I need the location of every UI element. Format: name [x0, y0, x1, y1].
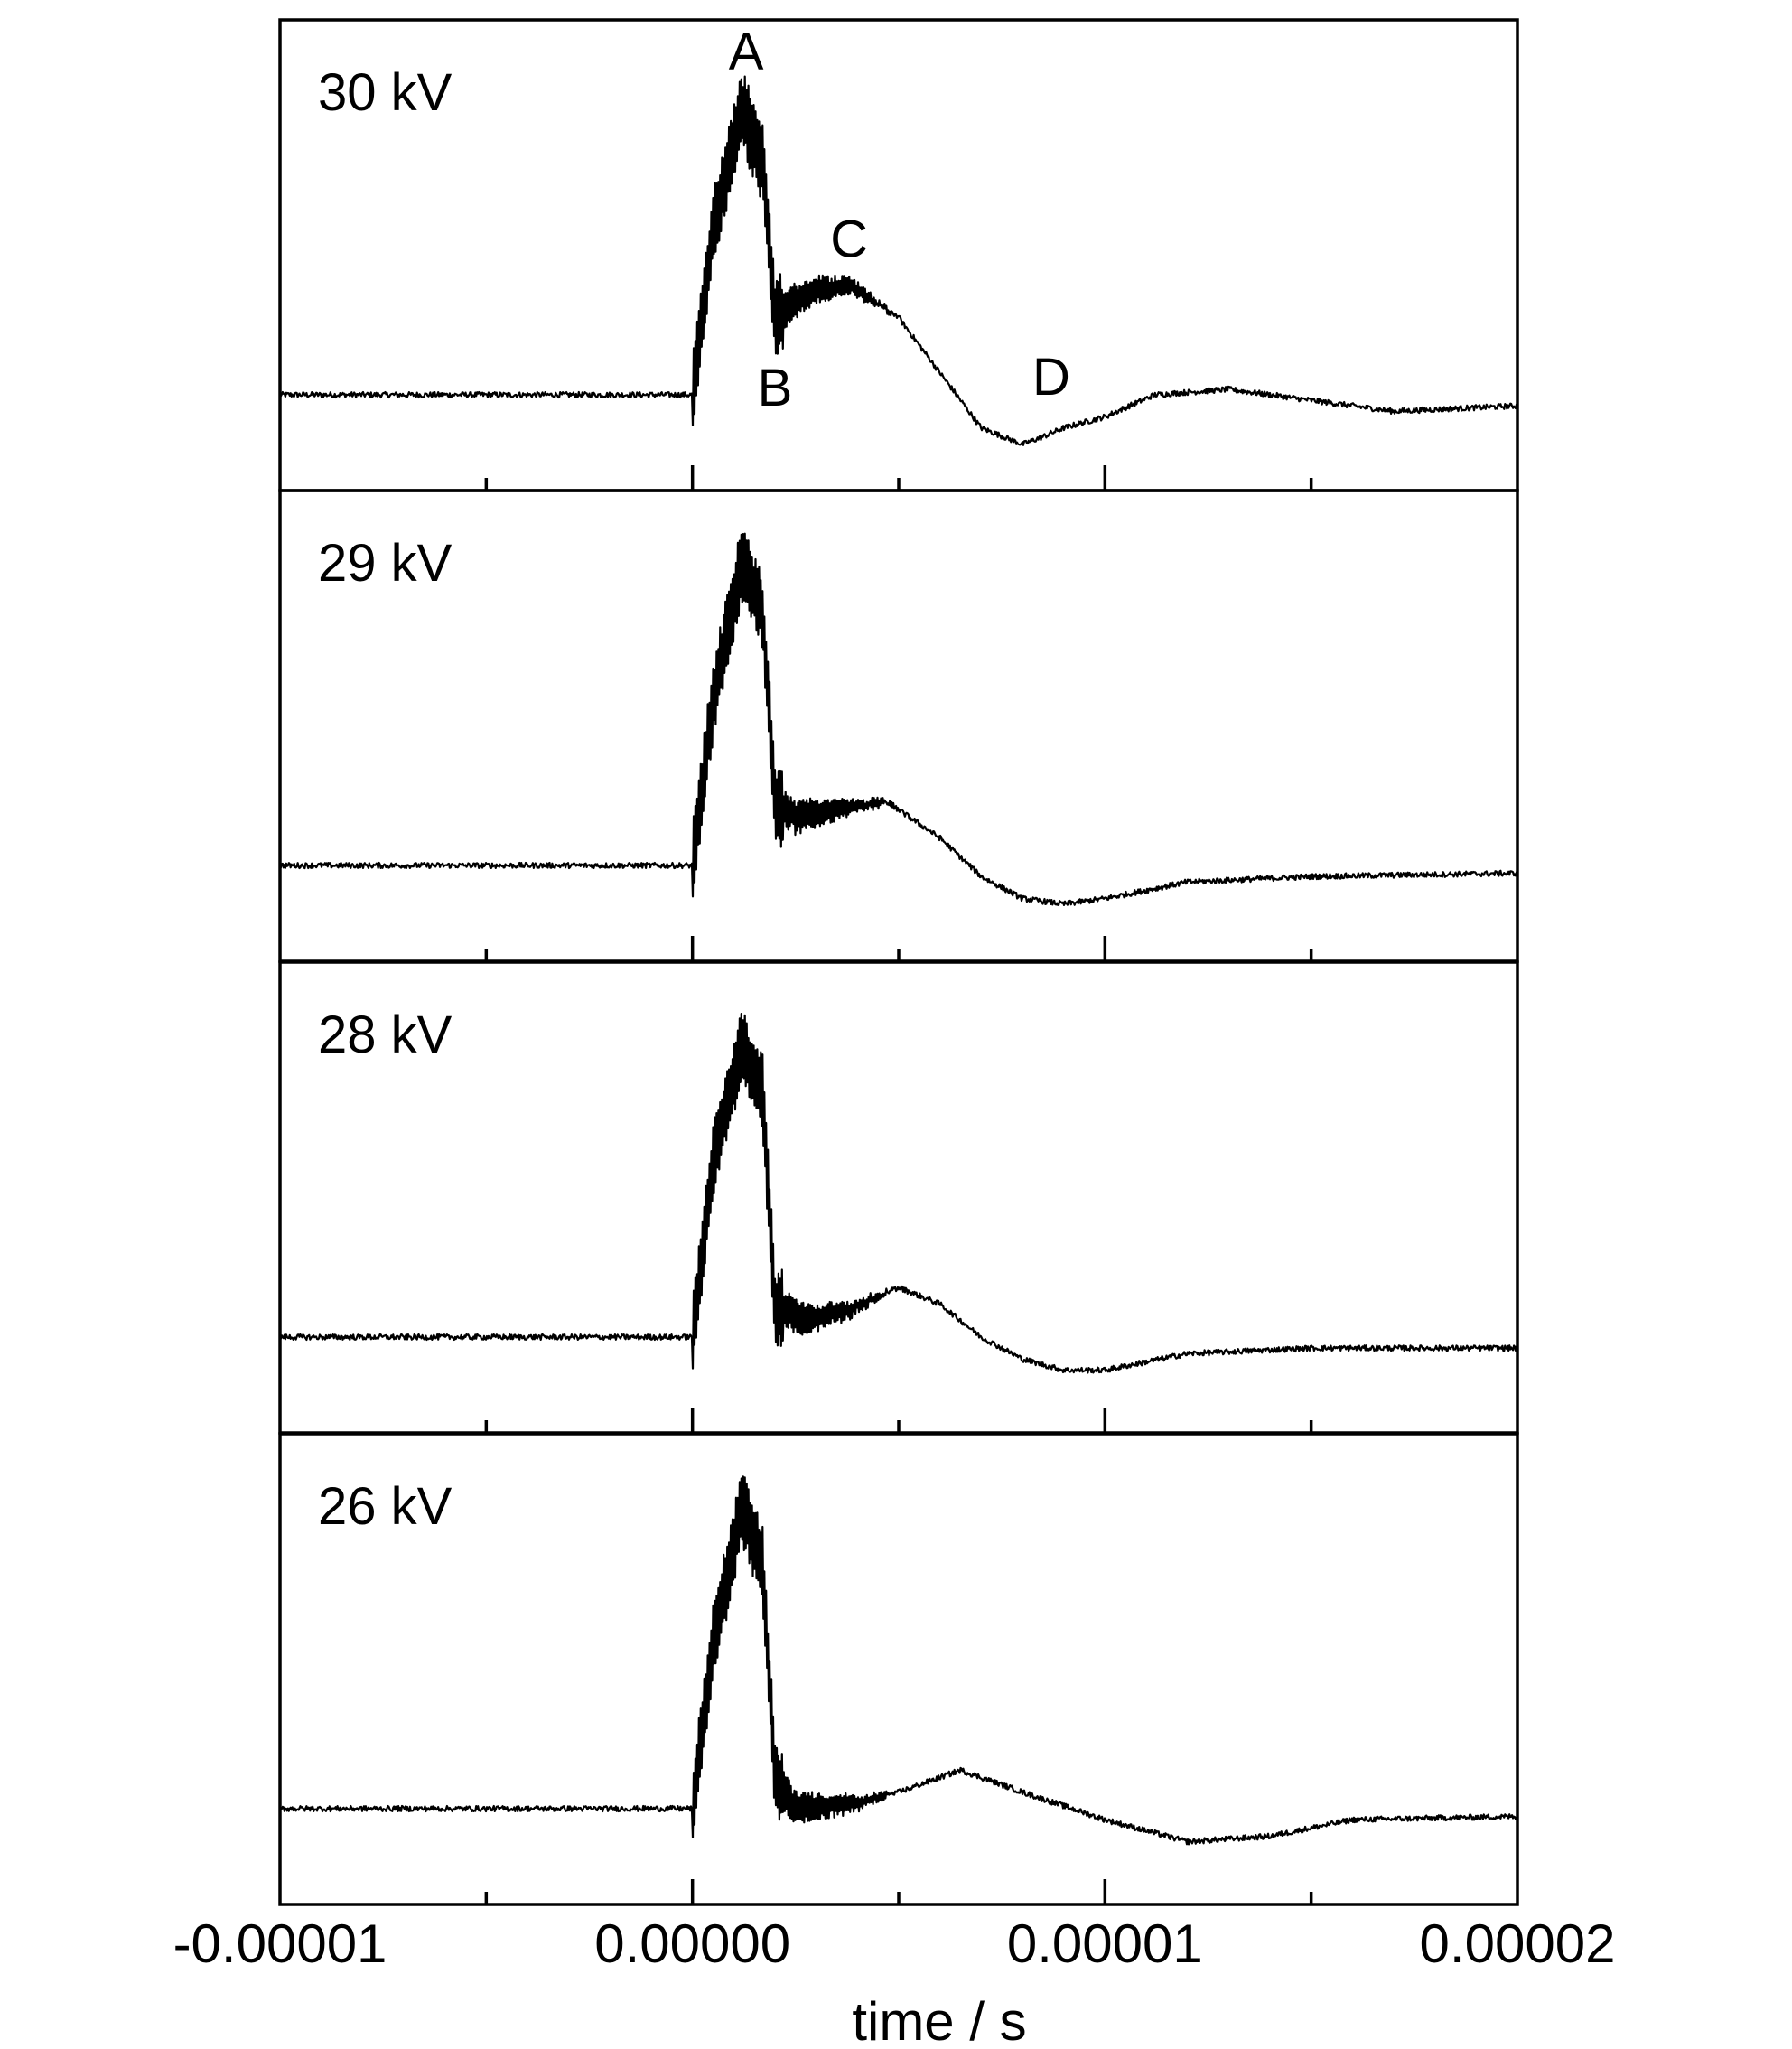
peak-label-a: A: [729, 23, 764, 81]
panels-group: 30 kV A B C D 29 kV 28 kV 26 kV: [278, 18, 1519, 1906]
x-tick-label: -0.00001: [173, 1913, 387, 1974]
peak-label-c: C: [830, 211, 868, 269]
trace-series: [279, 532, 1518, 907]
panel-4: 26 kV: [278, 1432, 1519, 1906]
panel-frame: [278, 18, 1519, 492]
x-tick-label: 0.00002: [1420, 1913, 1616, 1974]
trace-series: [279, 75, 1519, 446]
x-tick-label: 0.00000: [594, 1913, 790, 1974]
peak-label-b: B: [758, 359, 793, 417]
panel-label: 30 kV: [318, 63, 453, 122]
x-axis-title: time / s: [852, 1991, 1026, 2049]
panel-label: 29 kV: [318, 534, 453, 593]
x-tick-label: 0.00001: [1007, 1913, 1203, 1974]
panel-label: 28 kV: [318, 1006, 453, 1064]
panel-2: 29 kV: [278, 489, 1519, 963]
panel-3: 28 kV: [278, 960, 1519, 1435]
x-axis: -0.00001 0.00000 0.00001 0.00002 time / s: [173, 1913, 1616, 2049]
panel-frame: [278, 489, 1519, 963]
panel-1: 30 kV A B C D: [278, 18, 1519, 492]
trace-series: [279, 1475, 1518, 1846]
panel-label: 26 kV: [318, 1477, 453, 1536]
panel-frame: [278, 960, 1519, 1435]
peak-label-d: D: [1032, 348, 1070, 407]
panel-frame: [278, 1432, 1519, 1906]
trace-series: [279, 1012, 1518, 1374]
